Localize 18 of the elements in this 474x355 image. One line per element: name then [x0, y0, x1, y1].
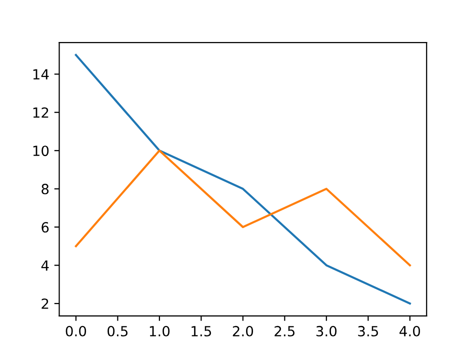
x-tick-label: 3.5: [358, 326, 378, 336]
x-tick-label: 0.0: [66, 326, 86, 336]
y-tick-label: 14: [33, 69, 49, 80]
x-tick-label: 0.5: [108, 326, 128, 336]
x-tick-label: 1.0: [150, 326, 170, 336]
line-series: [74, 150, 411, 266]
y-tick-label: 10: [33, 146, 49, 156]
x-tick-label: 1.5: [192, 326, 212, 336]
y-tick-label: 2: [42, 298, 48, 309]
x-tick-label: 4.0: [400, 326, 420, 336]
y-tick-label: 6: [42, 222, 49, 233]
x-tick-label: 3.0: [316, 326, 337, 336]
y-tick-label: 4: [41, 260, 49, 271]
y-tick-label: 12: [33, 107, 48, 118]
x-tick-label: 2.5: [274, 326, 294, 336]
line-series: [74, 54, 411, 305]
y-tick-label: 8: [42, 184, 49, 194]
x-tick-label: 2.0: [232, 326, 254, 336]
